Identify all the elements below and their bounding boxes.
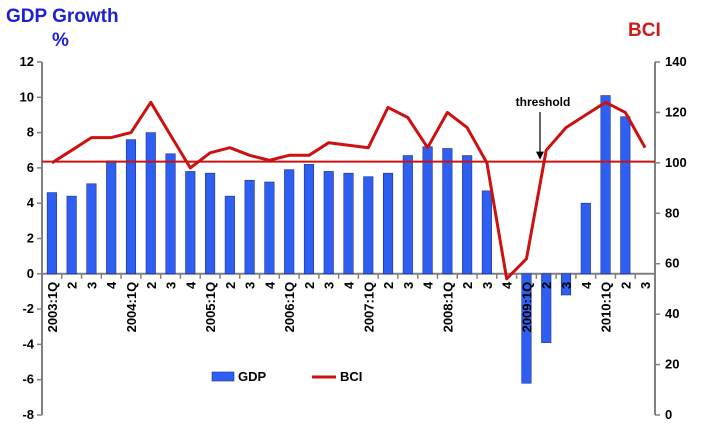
x-tick-label: 4 bbox=[500, 281, 515, 289]
gdp-bar bbox=[560, 273, 572, 296]
x-tick-label: 2 bbox=[539, 282, 554, 289]
left-tick-label: 12 bbox=[20, 54, 34, 69]
gdp-bar bbox=[402, 155, 413, 275]
x-tick-label: 2005:1Q bbox=[203, 282, 218, 333]
x-tick-label: 2 bbox=[223, 282, 238, 289]
x-tick-label: 3 bbox=[401, 282, 416, 289]
left-tick-label: 0 bbox=[27, 266, 34, 281]
x-tick-label: 2 bbox=[381, 282, 396, 289]
threshold-label: threshold bbox=[516, 95, 571, 109]
left-axis-unit: % bbox=[52, 30, 69, 51]
x-tick-label: 4 bbox=[183, 281, 198, 289]
left-tick-label: -8 bbox=[22, 407, 34, 422]
right-tick-label: 20 bbox=[665, 357, 679, 372]
x-tick-label: 4 bbox=[342, 281, 357, 289]
left-tick-label: -6 bbox=[22, 372, 34, 387]
right-tick-label: 40 bbox=[665, 306, 679, 321]
left-tick-label: 8 bbox=[27, 125, 34, 140]
x-tick-label: 2 bbox=[144, 282, 159, 289]
left-tick-label: -2 bbox=[22, 301, 34, 316]
gdp-bar bbox=[66, 195, 77, 275]
x-tick-label: 4 bbox=[421, 281, 436, 289]
gdp-bar bbox=[363, 176, 374, 275]
bci-line bbox=[51, 100, 647, 281]
gdp-bar bbox=[165, 153, 176, 275]
x-tick-label: 3 bbox=[84, 282, 99, 289]
gdp-bar bbox=[205, 172, 216, 275]
x-tick-label: 3 bbox=[164, 282, 179, 289]
gdp-bar bbox=[224, 195, 235, 275]
x-tick-label: 3 bbox=[559, 282, 574, 289]
x-tick-label: 3 bbox=[480, 282, 495, 289]
x-tick-label: 2004:1Q bbox=[124, 282, 139, 333]
gdp-bar bbox=[442, 148, 453, 275]
left-axis-title: GDP Growth bbox=[6, 6, 119, 27]
left-tick-label: 6 bbox=[27, 160, 34, 175]
x-tick-label: 3 bbox=[322, 282, 337, 289]
right-tick-label: 140 bbox=[665, 54, 687, 69]
x-tick-label: 4 bbox=[104, 281, 119, 289]
x-tick-label: 2010:1Q bbox=[599, 282, 614, 333]
gdp-bar bbox=[343, 172, 354, 275]
x-tick-label: 4 bbox=[262, 281, 277, 289]
gdp-bar bbox=[46, 192, 57, 275]
x-tick-label: 2 bbox=[65, 282, 80, 289]
right-tick-label: 80 bbox=[665, 205, 679, 220]
x-tick-label: 2003:1Q bbox=[45, 282, 60, 333]
gdp-bar bbox=[462, 155, 473, 275]
x-tick-label: 2009:1Q bbox=[519, 282, 534, 333]
gdp-bar bbox=[521, 273, 532, 384]
x-tick-label: 3 bbox=[243, 282, 258, 289]
x-tick-label: 2 bbox=[460, 282, 475, 289]
left-tick-label: -4 bbox=[22, 336, 34, 351]
gdp-bar bbox=[185, 171, 196, 275]
legend-bci-label: BCI bbox=[340, 369, 362, 384]
gdp-bar bbox=[303, 164, 314, 275]
gdp-bar bbox=[422, 146, 433, 275]
x-tick-label: 2 bbox=[302, 282, 317, 289]
left-tick-label: 4 bbox=[27, 195, 35, 210]
gdp-bar bbox=[541, 273, 552, 343]
gdp-bar bbox=[145, 132, 156, 275]
gdp-bar bbox=[383, 172, 394, 275]
right-axis-title: BCI bbox=[628, 20, 661, 41]
gdp-bar bbox=[86, 183, 97, 275]
gdp-bar bbox=[125, 139, 137, 275]
right-tick-label: 0 bbox=[665, 407, 672, 422]
legend-gdp-label: GDP bbox=[238, 369, 267, 384]
gdp-bar bbox=[580, 202, 591, 275]
right-tick-label: 100 bbox=[665, 155, 687, 170]
gdp-bar bbox=[244, 179, 255, 275]
left-tick-label: 2 bbox=[27, 231, 34, 246]
threshold-arrowhead bbox=[536, 151, 544, 160]
gdp-bar bbox=[264, 181, 275, 275]
gdp-bar bbox=[284, 169, 295, 275]
gdp-bar bbox=[600, 95, 611, 275]
gdp-bar bbox=[481, 190, 492, 275]
x-tick-label: 3 bbox=[638, 282, 653, 289]
legend-gdp-swatch bbox=[211, 371, 235, 382]
x-tick-label: 2006:1Q bbox=[282, 282, 297, 333]
right-tick-label: 60 bbox=[665, 256, 679, 271]
left-tick-label: 10 bbox=[20, 89, 34, 104]
gdp-bar bbox=[323, 171, 334, 275]
x-tick-label: 2007:1Q bbox=[361, 282, 376, 333]
x-tick-label: 4 bbox=[579, 281, 594, 289]
x-tick-label: 2 bbox=[618, 282, 633, 289]
gdp-bar bbox=[620, 116, 631, 275]
x-tick-label: 2008:1Q bbox=[440, 282, 455, 333]
right-tick-label: 120 bbox=[665, 104, 687, 119]
gdp-bar bbox=[106, 160, 117, 275]
